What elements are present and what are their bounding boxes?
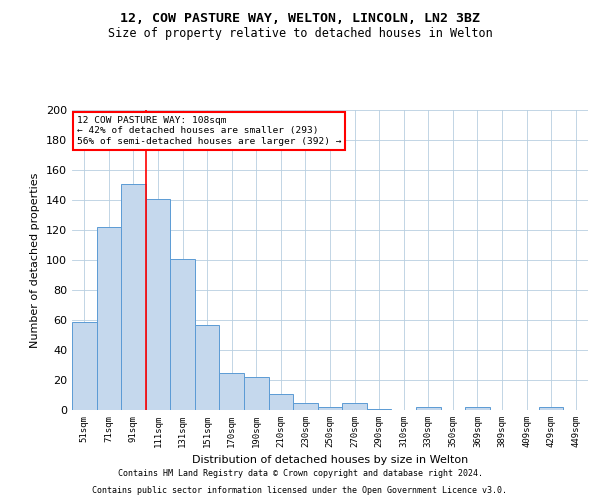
Bar [416, 407, 440, 410]
Text: Size of property relative to detached houses in Welton: Size of property relative to detached ho… [107, 28, 493, 40]
Y-axis label: Number of detached properties: Number of detached properties [31, 172, 40, 348]
Text: Contains public sector information licensed under the Open Government Licence v3: Contains public sector information licen… [92, 486, 508, 495]
Bar [146, 198, 170, 410]
Bar [220, 372, 244, 410]
Bar [170, 258, 195, 410]
X-axis label: Distribution of detached houses by size in Welton: Distribution of detached houses by size … [192, 456, 468, 466]
Bar [121, 184, 146, 410]
Bar [318, 407, 342, 410]
Bar [269, 394, 293, 410]
Bar [465, 407, 490, 410]
Bar [342, 402, 367, 410]
Text: Contains HM Land Registry data © Crown copyright and database right 2024.: Contains HM Land Registry data © Crown c… [118, 468, 482, 477]
Bar [195, 324, 220, 410]
Text: 12 COW PASTURE WAY: 108sqm
← 42% of detached houses are smaller (293)
56% of sem: 12 COW PASTURE WAY: 108sqm ← 42% of deta… [77, 116, 341, 146]
Bar [367, 408, 391, 410]
Bar [293, 402, 318, 410]
Bar [244, 377, 269, 410]
Bar [539, 407, 563, 410]
Text: 12, COW PASTURE WAY, WELTON, LINCOLN, LN2 3BZ: 12, COW PASTURE WAY, WELTON, LINCOLN, LN… [120, 12, 480, 26]
Bar [72, 322, 97, 410]
Bar [97, 227, 121, 410]
